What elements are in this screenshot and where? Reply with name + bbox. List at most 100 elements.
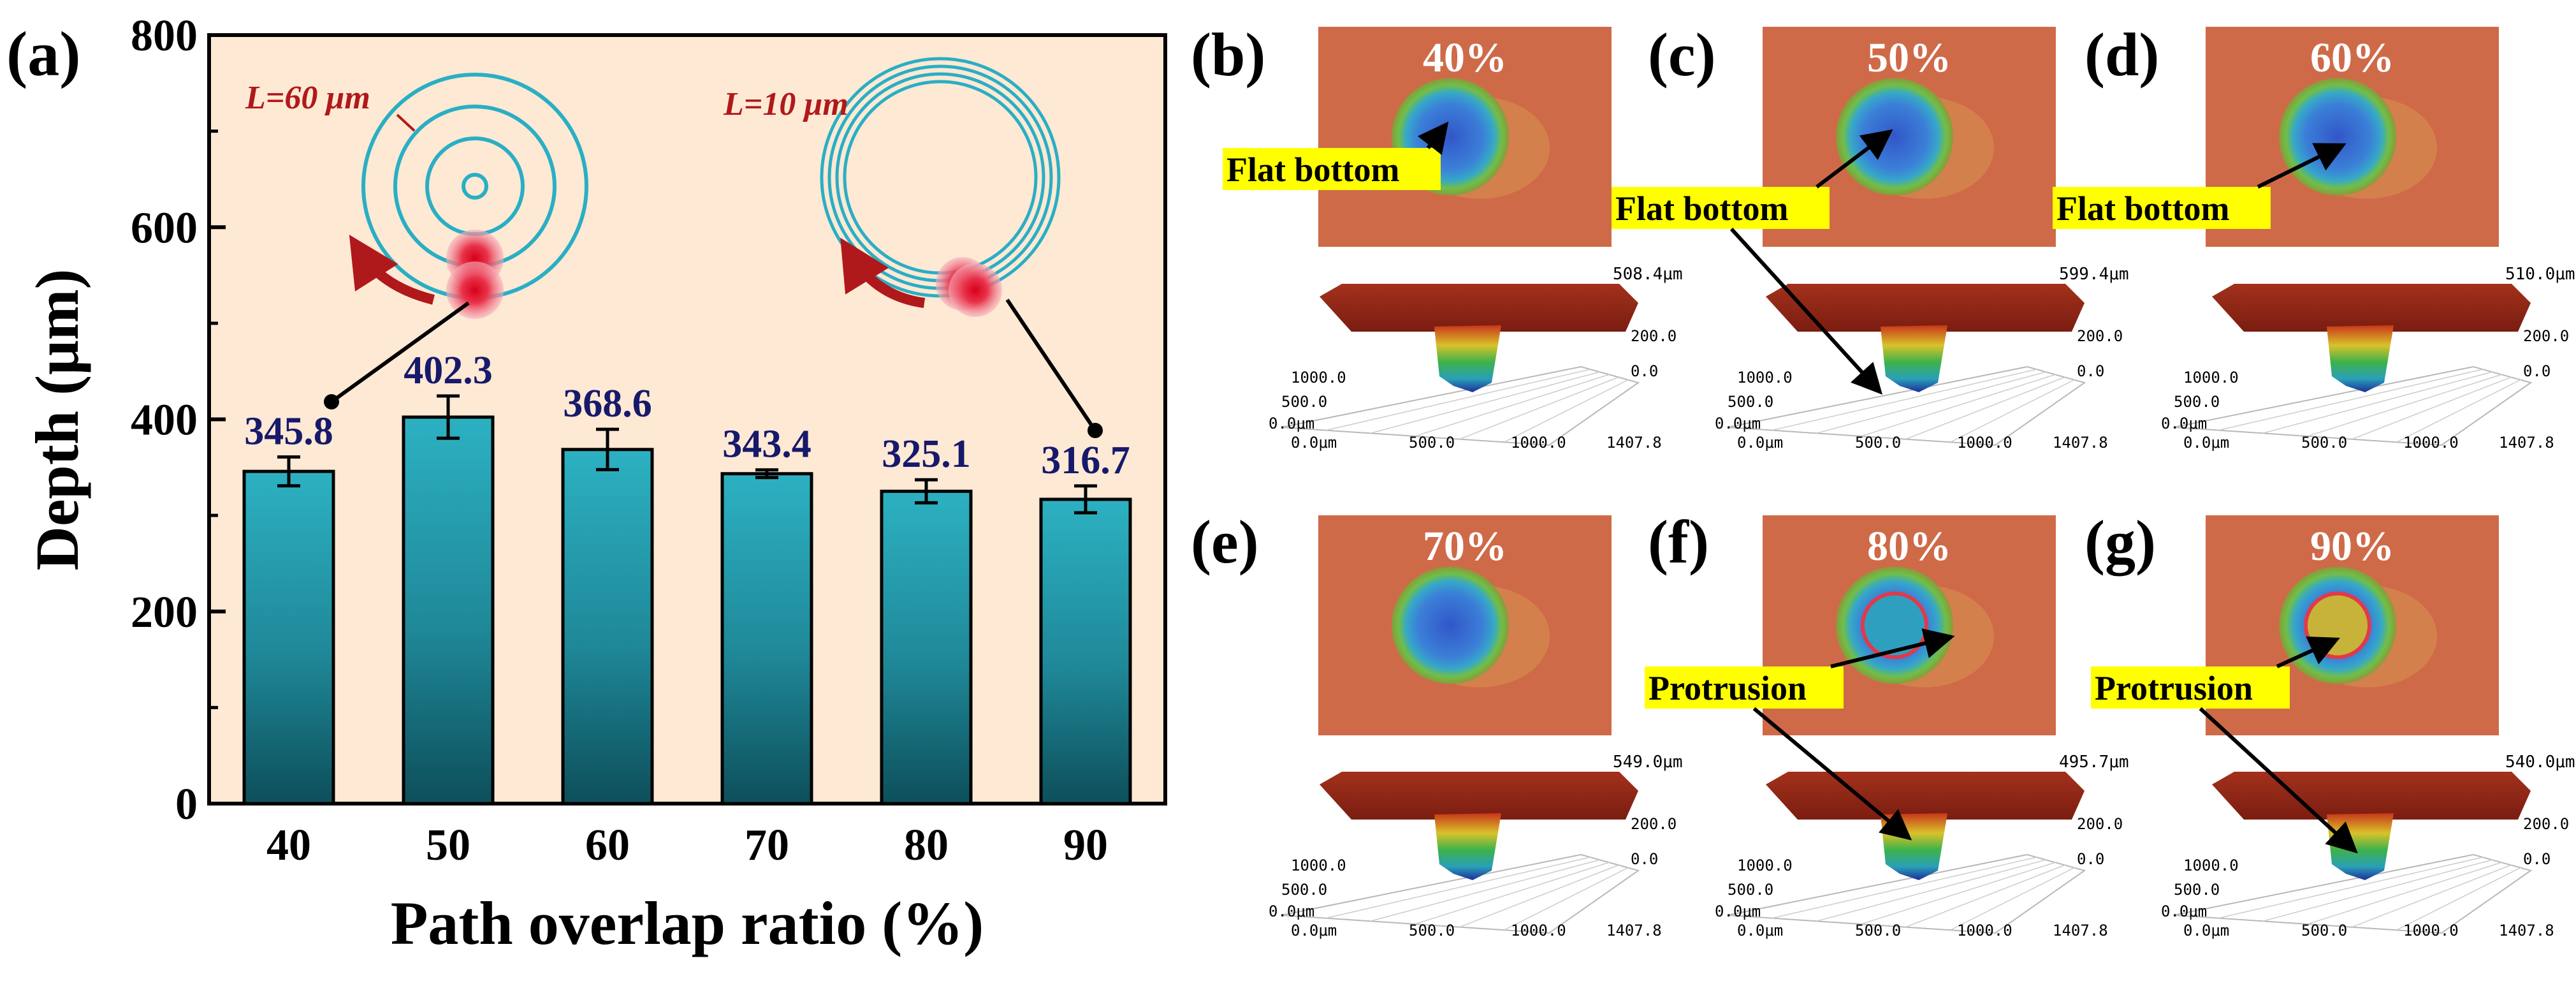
x-tick-label: 0.0μm [2183, 434, 2229, 452]
y-tick-label: 0 [175, 780, 198, 829]
profile-grid-line [1325, 857, 1591, 919]
profile-grid-line [1950, 379, 2076, 443]
z-tick-label: 0.0 [2523, 362, 2551, 380]
x-tick-label: 60 [585, 821, 630, 870]
annotation-label: Protrusion [1648, 669, 1807, 707]
annotation-box [1645, 666, 1844, 709]
z-tick-label: 200.0 [2077, 327, 2123, 345]
profile-grid-line [2352, 864, 2512, 928]
zmax-label: 510.0μm [2505, 265, 2575, 284]
profile-pit [2327, 813, 2394, 880]
profile-grid-line [1415, 374, 1610, 437]
x-tick-label: 1000.0 [1957, 434, 2012, 452]
rotation-arrow [349, 235, 435, 305]
annotation-box [2053, 187, 2271, 229]
y-tick-label: 0.0μm [2161, 415, 2207, 432]
profile-pit [1881, 325, 1947, 392]
laser-spot [949, 263, 1002, 317]
y-tick-label: 600 [131, 203, 198, 253]
x-tick-label: 1407.8 [2053, 922, 2108, 939]
x-axis-label: Path overlap ratio (%) [391, 889, 984, 957]
rotation-arrow [840, 237, 926, 308]
inset-spacing-label: L=10 μm [723, 86, 848, 122]
profile-grid-line [2218, 369, 2484, 431]
y-tick-label: 1000.0 [1737, 857, 1793, 874]
x-tick-label: 1000.0 [1957, 922, 2012, 939]
y-tick-label: 500.0 [2174, 393, 2220, 411]
x-tick-label: 1000.0 [1511, 922, 1566, 939]
profile-grid-line [1816, 371, 2047, 434]
x-tick-label: 1000.0 [2403, 922, 2459, 939]
profile-grid-line [2262, 859, 2493, 922]
z-tick-label: 0.0 [1631, 362, 1658, 380]
leader-dot [324, 394, 339, 409]
x-tick-label: 500.0 [1409, 922, 1455, 939]
y-tick-label: 0.0μm [2161, 902, 2207, 920]
y-tick-label: 500.0 [1728, 881, 1773, 899]
depth-profile: 540.0μm 200.0 0.0 1000.0 500.0 0.0μm 0.0μm 500.… [2161, 753, 2575, 939]
x-tick-label: 500.0 [1855, 922, 1901, 939]
profile-grid-line [1905, 864, 2066, 928]
panel-label: (g) [2085, 508, 2156, 576]
profile-grid-line [1459, 864, 1620, 928]
profile-grid-line [1504, 867, 1629, 931]
x-tick-label: 1407.8 [2499, 434, 2554, 452]
x-tick-label: 0.0μm [1737, 922, 1783, 939]
profile-grid-line [2307, 374, 2503, 437]
x-tick-label: 0.0μm [1737, 434, 1783, 452]
value-label: 402.3 [404, 349, 493, 392]
x-tick-label: 0.0μm [1291, 922, 1337, 939]
overlap-percent: 50% [1867, 34, 1951, 81]
x-tick-label: 1407.8 [1606, 434, 1662, 452]
panel-label: (f) [1648, 508, 1709, 576]
surface-panel: (f) 80% 495.7μm 200.0 0.0 1000.0 500.0 0.0μm 0.0… [1645, 508, 2129, 939]
overlap-percent: 90% [2310, 523, 2394, 570]
x-tick-label: 1000.0 [1511, 434, 1566, 452]
surface-profile-panels: (b) 40% 508.4μm 200.0 0.0 1000.0 500.0 0.0μm 0.0… [1191, 20, 2575, 939]
leader-line [330, 301, 470, 404]
annotation-box [1223, 148, 1441, 190]
laser-spot [446, 261, 504, 319]
spacing-marker [396, 114, 416, 132]
profile-grid-line [1905, 376, 2066, 440]
y-tick-label: 500.0 [2174, 881, 2220, 899]
y-tick-label: 500.0 [1281, 393, 1327, 411]
profile-surface [2212, 772, 2531, 820]
bar [242, 469, 335, 806]
x-tick-label: 90 [1063, 821, 1108, 870]
panel-label: (e) [1191, 508, 1259, 576]
annotation-arrow [2199, 707, 2358, 854]
profile-grid-line [2352, 376, 2512, 440]
z-tick-label: 200.0 [2523, 327, 2569, 345]
panel-label: (d) [2085, 20, 2159, 89]
y-tick-label: 1000.0 [1291, 369, 1346, 386]
profile-pit [2327, 325, 2394, 392]
overlap-percent: 80% [1867, 523, 1951, 570]
y-axis-label: Depth (μm) [23, 269, 91, 570]
profile-grid-line [1459, 376, 1620, 440]
inset-spacing-label: L=60 μm [245, 80, 370, 116]
depth-profile: 508.4μm 200.0 0.0 1000.0 500.0 0.0μm 0.0μm 500.… [1269, 265, 1683, 452]
profile-grid-line [2396, 379, 2522, 443]
profile-grid-line [1370, 371, 1601, 434]
bar [1039, 497, 1132, 806]
y-tick-label: 0.0μm [1715, 415, 1761, 432]
x-tick-label: 1000.0 [2403, 434, 2459, 452]
annotation-label: Flat bottom [2056, 189, 2229, 228]
x-tick-label: 1407.8 [2053, 434, 2108, 452]
x-tick-label: 1407.8 [1606, 922, 1662, 939]
x-tick-label: 0.0μm [1291, 434, 1337, 452]
inset-wide-path: L=60 μm [245, 73, 588, 409]
y-tick-label: 400 [131, 396, 198, 445]
annotation-label: Flat bottom [1226, 151, 1399, 189]
profile-grid-line [1816, 859, 2047, 922]
y-tick-label: 1000.0 [2183, 369, 2239, 386]
z-tick-label: 0.0 [2077, 850, 2104, 868]
profile-pit [1434, 325, 1501, 392]
x-tick-label: 70 [745, 821, 789, 870]
panel-label: (c) [1648, 20, 1716, 89]
depth-profile: 549.0μm 200.0 0.0 1000.0 500.0 0.0μm 0.0μm 500.… [1269, 753, 1683, 939]
profile-surface [1766, 772, 2085, 820]
z-tick-label: 200.0 [2077, 815, 2123, 833]
annotation-box [1612, 187, 1830, 229]
